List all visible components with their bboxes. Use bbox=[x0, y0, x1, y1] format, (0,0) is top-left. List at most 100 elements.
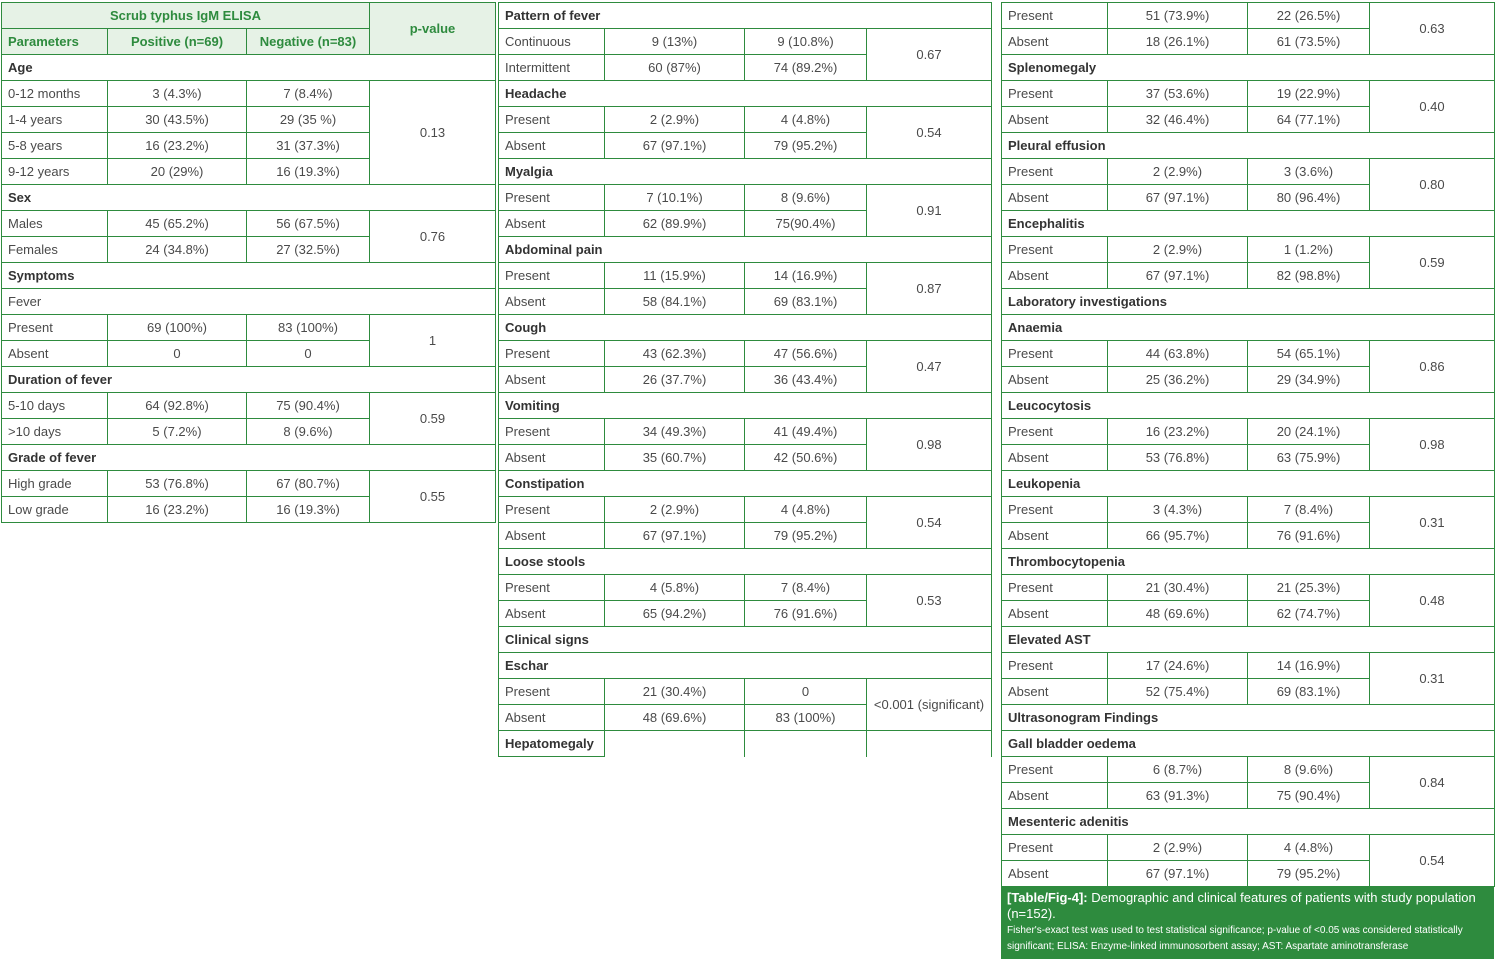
row-label: Males bbox=[1, 210, 108, 237]
negative-value: 22 (26.5%) bbox=[1247, 2, 1370, 29]
section-label: Mesenteric adenitis bbox=[1001, 808, 1495, 835]
negative-value: 7 (8.4%) bbox=[744, 574, 867, 601]
positive-value: 20 (29%) bbox=[107, 158, 247, 185]
negative-value: 36 (43.4%) bbox=[744, 366, 867, 393]
negative-value: 4 (4.8%) bbox=[744, 496, 867, 523]
positive-value: 32 (46.4%) bbox=[1107, 106, 1248, 133]
negative-value: 1 (1.2%) bbox=[1247, 236, 1370, 263]
section-row: Headache bbox=[498, 80, 992, 107]
positive-value: 16 (23.2%) bbox=[107, 132, 247, 159]
negative-value: 75 (90.4%) bbox=[1247, 782, 1370, 809]
section-row: Loose stools bbox=[498, 548, 992, 575]
table-column-2: Pattern of fever Continuous 9 (13%) 9 (10.8… bbox=[498, 2, 992, 757]
positive-value: 3 (4.3%) bbox=[107, 80, 247, 107]
row-label: Absent bbox=[1, 340, 108, 367]
table-row: Absent 63 (91.3%) 75 (90.4%) bbox=[1001, 782, 1495, 809]
p-value: 0.84 bbox=[1369, 756, 1495, 809]
positive-value: 18 (26.1%) bbox=[1107, 28, 1248, 55]
negative-value: 7 (8.4%) bbox=[246, 80, 370, 107]
positive-value: 7 (10.1%) bbox=[604, 184, 745, 211]
p-value: <0.001 (significant) bbox=[866, 678, 992, 731]
p-value: 0.59 bbox=[369, 392, 496, 445]
positive-value: 52 (75.4%) bbox=[1107, 678, 1248, 705]
negative-value: 0 bbox=[744, 678, 867, 705]
table-row: Intermittent 60 (87%) 74 (89.2%) bbox=[498, 54, 992, 81]
negative-value: 74 (89.2%) bbox=[744, 54, 867, 81]
table-row: Present 2 (2.9%) 1 (1.2%) 0.59 bbox=[1001, 236, 1495, 289]
section-row: Cough bbox=[498, 314, 992, 341]
section-label: Thrombocytopenia bbox=[1001, 548, 1495, 575]
section-label: Duration of fever bbox=[1, 366, 496, 393]
section-label: Constipation bbox=[498, 470, 992, 497]
negative-value: 29 (34.9%) bbox=[1247, 366, 1370, 393]
positive-value: 2 (2.9%) bbox=[604, 496, 745, 523]
table-row: Absent 67 (97.1%) 82 (98.8%) bbox=[1001, 262, 1495, 289]
negative-value: 79 (95.2%) bbox=[1247, 860, 1370, 887]
row-label: Absent bbox=[498, 522, 605, 549]
row-label: Intermittent bbox=[498, 54, 605, 81]
positive-value: 64 (92.8%) bbox=[107, 392, 247, 419]
negative-value: 76 (91.6%) bbox=[744, 600, 867, 627]
row-label: Present bbox=[1, 314, 108, 341]
table-row: Present 2 (2.9%) 4 (4.8%) 0.54 bbox=[1001, 834, 1495, 887]
section-label: Grade of fever bbox=[1, 444, 496, 471]
table-row: Females 24 (34.8%) 27 (32.5%) bbox=[1, 236, 496, 263]
row-label: 1-4 years bbox=[1, 106, 108, 133]
section-row: Grade of fever bbox=[1, 444, 496, 471]
row-label: Absent bbox=[498, 444, 605, 471]
negative-value: 82 (98.8%) bbox=[1247, 262, 1370, 289]
negative-value: 27 (32.5%) bbox=[246, 236, 370, 263]
p-value: 0.59 bbox=[1369, 236, 1495, 289]
p-value: 0.87 bbox=[866, 262, 992, 315]
p-value: 0.76 bbox=[369, 210, 496, 263]
row-label: Absent bbox=[1001, 28, 1108, 55]
negative-value: 80 (96.4%) bbox=[1247, 184, 1370, 211]
section-label: Cough bbox=[498, 314, 992, 341]
positive-value: 67 (97.1%) bbox=[1107, 860, 1248, 887]
section-row: Age bbox=[1, 54, 496, 81]
table-row: 0-12 months 3 (4.3%) 7 (8.4%) 0.13 bbox=[1, 80, 496, 185]
positive-value: 30 (43.5%) bbox=[107, 106, 247, 133]
features-table-part-3: Present 51 (73.9%) 22 (26.5%) 0.63 Absent 18 … bbox=[1001, 2, 1495, 887]
section-label: Pattern of fever bbox=[498, 2, 992, 29]
table-column-1: Scrub typhus IgM ELISA p-value Parameter… bbox=[1, 2, 496, 523]
section-row: Anaemia bbox=[1001, 314, 1495, 341]
positive-value: 16 (23.2%) bbox=[107, 496, 247, 523]
row-label: Absent bbox=[498, 366, 605, 393]
row-label: 9-12 years bbox=[1, 158, 108, 185]
section-row: Symptoms bbox=[1, 262, 496, 289]
row-label: Continuous bbox=[498, 28, 605, 55]
table-row: Absent 18 (26.1%) 61 (73.5%) bbox=[1001, 28, 1495, 55]
section-label: Abdominal pain bbox=[498, 236, 992, 263]
section-row: Gall bladder oedema bbox=[1001, 730, 1495, 757]
negative-value: 20 (24.1%) bbox=[1247, 418, 1370, 445]
negative-value: 7 (8.4%) bbox=[1247, 496, 1370, 523]
empty-cell bbox=[744, 730, 867, 757]
positive-value: 60 (87%) bbox=[604, 54, 745, 81]
negative-value: 83 (100%) bbox=[246, 314, 370, 341]
section-row: Encephalitis bbox=[1001, 210, 1495, 237]
row-label: High grade bbox=[1, 470, 108, 497]
table-row: Absent 62 (89.9%) 75(90.4%) bbox=[498, 210, 992, 237]
row-label: Absent bbox=[1001, 106, 1108, 133]
negative-value: 83 (100%) bbox=[744, 704, 867, 731]
table-row: Present 21 (30.4%) 0 <0.001 (significant) bbox=[498, 678, 992, 731]
row-label: Present bbox=[498, 496, 605, 523]
row-label: Present bbox=[1001, 340, 1108, 367]
section-row: Duration of fever bbox=[1, 366, 496, 393]
table-caption: [Table/Fig-4]: Demographic and clinical … bbox=[1001, 886, 1494, 959]
negative-value: 31 (37.3%) bbox=[246, 132, 370, 159]
table-row: Males 45 (65.2%) 56 (67.5%) 0.76 bbox=[1, 210, 496, 263]
row-label: Absent bbox=[498, 704, 605, 731]
row-label: 5-8 years bbox=[1, 132, 108, 159]
table-row: Present 11 (15.9%) 14 (16.9%) 0.87 bbox=[498, 262, 992, 315]
positive-value: 66 (95.7%) bbox=[1107, 522, 1248, 549]
caption-title: Demographic and clinical features of pat… bbox=[1007, 890, 1476, 921]
positive-value: 11 (15.9%) bbox=[604, 262, 745, 289]
positive-value: 16 (23.2%) bbox=[1107, 418, 1248, 445]
row-label: Present bbox=[1001, 834, 1108, 861]
section-label: Anaemia bbox=[1001, 314, 1495, 341]
table-row: Present 37 (53.6%) 19 (22.9%) 0.40 bbox=[1001, 80, 1495, 133]
section-label: Loose stools bbox=[498, 548, 992, 575]
section-row: Abdominal pain bbox=[498, 236, 992, 263]
